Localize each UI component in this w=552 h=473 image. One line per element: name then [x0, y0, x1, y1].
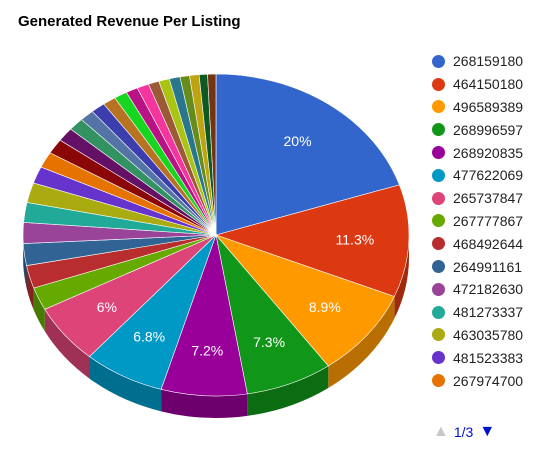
legend-label: 268920835: [453, 144, 524, 161]
legend-item[interactable]: 268996597: [432, 118, 550, 141]
legend-item[interactable]: 472182630: [432, 278, 550, 301]
legend-swatch: [432, 214, 445, 228]
legend-pager: ▲ 1/3 ▼: [433, 423, 496, 441]
legend-swatch: [432, 146, 445, 160]
pie-slice-side: [247, 365, 329, 416]
legend-swatch: [432, 191, 445, 205]
legend-swatch: [432, 305, 445, 319]
legend-item[interactable]: 481523383: [432, 346, 550, 369]
legend-swatch: [432, 260, 445, 274]
legend-item[interactable]: 267777867: [432, 210, 550, 233]
legend-item[interactable]: 496589389: [432, 96, 550, 119]
slice-percent-label: 6.8%: [133, 329, 165, 345]
legend-swatch: [432, 100, 445, 114]
legend-label: 267974700: [453, 372, 524, 389]
pie-slice[interactable]: [214, 184, 410, 297]
legend-swatch: [432, 54, 445, 68]
legend-item[interactable]: 264991161: [432, 255, 550, 278]
legend-swatch: [432, 374, 445, 388]
slice-percent-label: 8.9%: [309, 299, 341, 315]
legend-item[interactable]: 468492644: [432, 232, 550, 255]
slice-percent-label: 7.2%: [191, 343, 223, 359]
pie-slice[interactable]: [215, 234, 395, 367]
legend-label: 477622069: [453, 167, 524, 184]
pie-slice-side: [33, 288, 45, 332]
slice-percent-label: 6%: [97, 299, 117, 315]
legend-item[interactable]: 463035780: [432, 324, 550, 347]
slice-percent-label: 20%: [284, 133, 312, 149]
legend-item[interactable]: 268159180: [432, 50, 550, 73]
legend-item[interactable]: 481273337: [432, 301, 550, 324]
legend-label: 481273337: [453, 304, 524, 321]
legend-label: 463035780: [453, 326, 524, 343]
legend-label: 264991161: [453, 258, 523, 275]
pie-slice[interactable]: [215, 73, 400, 236]
triangle-down-icon[interactable]: ▼: [479, 423, 496, 440]
legend-item[interactable]: 477622069: [432, 164, 550, 187]
legend-item[interactable]: 268920835: [432, 141, 550, 164]
legend-label: 267777867: [453, 212, 524, 229]
legend-swatch: [432, 123, 445, 137]
legend-label: 265737847: [453, 190, 524, 207]
pie-slice-side: [89, 356, 162, 412]
pie-slice-side: [44, 309, 90, 379]
pager-text: 1/3: [453, 424, 474, 440]
legend-label: 464150180: [453, 76, 524, 93]
legend-label: 481523383: [453, 349, 524, 366]
legend-swatch: [432, 237, 445, 251]
slice-percent-label: 7.3%: [253, 334, 285, 350]
triangle-up-icon[interactable]: ▲: [433, 423, 449, 440]
pie-slice[interactable]: [207, 73, 217, 236]
pie-slice-side: [328, 296, 395, 388]
legend-item[interactable]: 464150180: [432, 73, 550, 96]
legend-label: 468492644: [453, 235, 524, 252]
legend-swatch: [432, 282, 445, 296]
legend-swatch: [432, 168, 445, 182]
legend-item[interactable]: 265737847: [432, 187, 550, 210]
pie-slice-side: [23, 243, 27, 288]
legend-swatch: [432, 77, 445, 91]
legend-item[interactable]: 267974700: [432, 369, 550, 392]
pie-slice-side: [394, 235, 409, 319]
legend-label: 472182630: [453, 281, 524, 298]
legend-label: 496589389: [453, 98, 524, 115]
legend-swatch: [432, 328, 445, 342]
legend: 268159180 464150180 496589389 268996597 2689…: [432, 50, 550, 392]
chart-title: Generated Revenue Per Listing: [18, 13, 241, 30]
pie-slice-side: [161, 389, 248, 418]
legend-label: 268159180: [453, 53, 524, 70]
slice-percent-label: 11.3%: [336, 231, 375, 247]
pie-slice-side: [26, 265, 34, 311]
legend-label: 268996597: [453, 121, 524, 138]
legend-swatch: [432, 351, 445, 365]
